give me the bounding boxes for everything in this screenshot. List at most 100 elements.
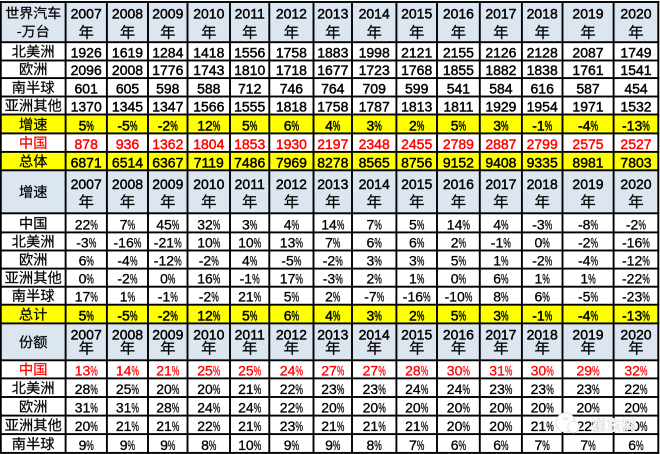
svg-text:6: 6	[367, 235, 375, 251]
svg-text:-2: -2	[626, 216, 639, 232]
svg-text:7803: 7803	[620, 154, 651, 170]
svg-text:-1: -1	[532, 307, 545, 323]
svg-text:3: 3	[367, 117, 375, 133]
svg-text:%: %	[640, 365, 648, 379]
svg-text:%: %	[501, 273, 509, 287]
svg-text:%: %	[462, 402, 470, 416]
svg-text:%: %	[333, 439, 341, 453]
svg-text:%: %	[592, 365, 600, 379]
svg-text:2009: 2009	[152, 176, 183, 192]
svg-text:%: %	[462, 420, 470, 434]
svg-text:%: %	[459, 237, 467, 251]
svg-text:2007: 2007	[71, 327, 102, 343]
svg-text:3: 3	[242, 216, 250, 232]
svg-text:%: %	[545, 120, 553, 134]
svg-text:2008: 2008	[112, 62, 143, 78]
svg-text:%: %	[170, 310, 178, 324]
svg-text:2017: 2017	[485, 327, 516, 343]
svg-text:21: 21	[238, 289, 254, 305]
svg-text:%: %	[642, 273, 650, 287]
svg-text:%: %	[459, 120, 467, 134]
svg-text:2008: 2008	[112, 6, 143, 22]
svg-text:1: 1	[493, 253, 501, 269]
svg-text:23: 23	[531, 381, 547, 397]
svg-text:-2: -2	[117, 271, 130, 287]
svg-text:1532: 1532	[620, 99, 651, 115]
svg-text:2007: 2007	[71, 6, 102, 22]
svg-text:%: %	[294, 255, 302, 269]
svg-text:0: 0	[79, 271, 87, 287]
svg-text:%: %	[86, 273, 94, 287]
svg-text:6: 6	[409, 235, 417, 251]
svg-text:9: 9	[325, 437, 333, 453]
svg-text:20: 20	[363, 400, 379, 416]
svg-text:7: 7	[535, 437, 543, 453]
svg-text:-4: -4	[578, 253, 591, 269]
svg-text:%: %	[378, 383, 386, 397]
svg-text:-2: -2	[532, 253, 545, 269]
svg-text:%: %	[86, 310, 94, 324]
svg-text:%: %	[130, 310, 138, 324]
svg-text:%: %	[213, 120, 221, 134]
svg-text:%: %	[335, 255, 343, 269]
svg-text:1: 1	[409, 271, 417, 287]
svg-text:%: %	[374, 310, 382, 324]
svg-text:2: 2	[409, 307, 417, 323]
svg-text:%: %	[462, 383, 470, 397]
svg-text:-16: -16	[114, 235, 134, 251]
svg-text:%: %	[374, 237, 382, 251]
svg-text:%: %	[128, 291, 136, 305]
svg-text:2155: 2155	[443, 45, 474, 61]
svg-text:6: 6	[493, 437, 501, 453]
svg-text:764: 764	[321, 81, 345, 97]
svg-text:598: 598	[156, 81, 180, 97]
svg-text:%: %	[546, 365, 554, 379]
svg-text:22: 22	[75, 216, 91, 232]
svg-text:17: 17	[280, 271, 296, 287]
svg-text:%: %	[546, 420, 554, 434]
svg-text:13: 13	[75, 362, 91, 378]
svg-text:1768: 1768	[401, 62, 432, 78]
svg-text:%: %	[213, 420, 221, 434]
svg-text:%: %	[421, 365, 429, 379]
svg-text:%: %	[172, 420, 180, 434]
svg-text:1284: 1284	[152, 45, 183, 61]
svg-text:%: %	[417, 120, 425, 134]
svg-text:7: 7	[120, 216, 128, 232]
svg-text:%: %	[337, 420, 345, 434]
svg-text:45: 45	[156, 216, 172, 232]
svg-text:-13: -13	[622, 117, 642, 133]
svg-text:9335: 9335	[527, 154, 558, 170]
svg-text:%: %	[503, 237, 511, 251]
svg-text:%: %	[254, 291, 262, 305]
svg-text:2527: 2527	[620, 136, 651, 152]
svg-text:1883: 1883	[317, 45, 348, 61]
svg-text:%: %	[172, 365, 180, 379]
svg-text:14: 14	[321, 216, 337, 232]
svg-text:%: %	[505, 420, 513, 434]
svg-text:20: 20	[156, 381, 172, 397]
svg-text:23: 23	[577, 381, 593, 397]
svg-text:2008: 2008	[112, 327, 143, 343]
svg-text:31: 31	[489, 362, 505, 378]
svg-text:7: 7	[409, 437, 417, 453]
svg-text:%: %	[374, 219, 382, 233]
svg-text:%: %	[131, 365, 139, 379]
svg-text:20: 20	[321, 400, 337, 416]
svg-text:%: %	[462, 365, 470, 379]
svg-text:22: 22	[624, 381, 640, 397]
svg-text:%: %	[213, 402, 221, 416]
svg-text:1776: 1776	[152, 62, 183, 78]
svg-text:%: %	[337, 365, 345, 379]
svg-text:%: %	[374, 120, 382, 134]
svg-text:%: %	[213, 365, 221, 379]
svg-text:1718: 1718	[276, 62, 307, 78]
svg-text:1: 1	[120, 289, 128, 305]
svg-text:%: %	[501, 120, 509, 134]
svg-text:%: %	[254, 402, 262, 416]
svg-text:%: %	[134, 237, 142, 251]
svg-text:%: %	[591, 255, 599, 269]
svg-text:%: %	[640, 402, 648, 416]
svg-text:%: %	[295, 273, 303, 287]
svg-text:21: 21	[531, 418, 547, 434]
